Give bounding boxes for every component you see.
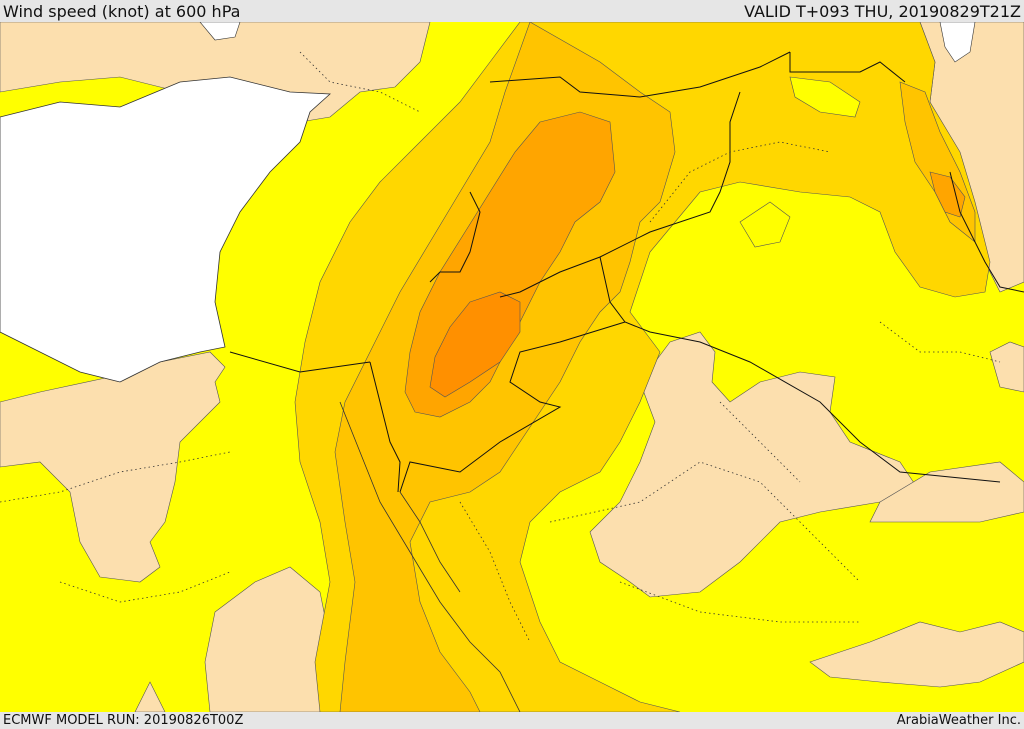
band-dark-orange	[429, 291, 521, 398]
band-yellow-island-2	[789, 76, 861, 118]
model-run: ECMWF MODEL RUN: 20190826T00Z	[3, 713, 244, 728]
band-orange-east	[929, 171, 966, 218]
map-canvas	[0, 22, 1024, 712]
valid-time: VALID T+093 THU, 20190829T21Z	[744, 1, 1021, 21]
coastlines	[339, 401, 521, 712]
band-lightest-east	[869, 461, 1024, 523]
weather-map	[0, 22, 1024, 712]
footer-bar: ECMWF MODEL RUN: 20190826T00Z ArabiaWeat…	[0, 712, 1024, 729]
map-title: Wind speed (knot) at 600 hPa	[3, 1, 241, 21]
north-sea-patch	[199, 22, 241, 41]
northeast-sea-patch	[939, 22, 976, 63]
header-bar: Wind speed (knot) at 600 hPa VALID T+093…	[0, 0, 1024, 22]
band-lightest-east-small	[989, 341, 1024, 393]
credit: ArabiaWeather Inc.	[896, 713, 1021, 728]
band-lightest-egypt	[0, 351, 226, 583]
band-lightest-corner	[134, 681, 166, 712]
band-yellow-island-1	[739, 201, 791, 248]
country-borders	[229, 51, 1024, 493]
province-borders	[0, 51, 1001, 643]
mediterranean-sea	[0, 76, 331, 383]
band-lightest-southeast	[809, 621, 1024, 688]
